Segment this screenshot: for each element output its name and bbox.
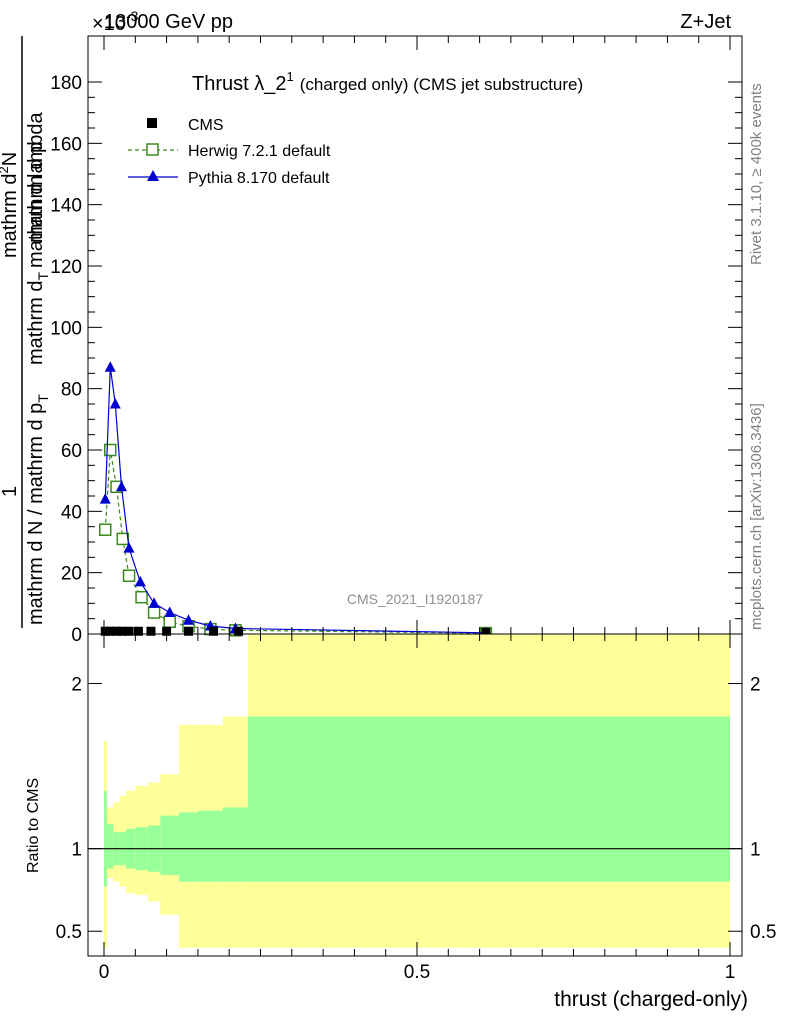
green-band-11: [247, 716, 731, 882]
xtick-label-1: 0.5: [404, 962, 430, 983]
pythia-point-0: [99, 493, 111, 504]
main-ytick-label-4: 80: [61, 380, 82, 401]
main-frame: [87, 35, 743, 635]
pythia-point-3: [116, 480, 128, 492]
main-series: [99, 361, 493, 640]
pythia-point-7: [164, 606, 176, 618]
herwig-point-4: [122, 569, 136, 582]
main-ytick-label-1: 20: [61, 564, 82, 585]
legend: CMS Herwig 7.2.1 default Pythia 8.170 de…: [128, 117, 331, 187]
cms-point-4: [124, 626, 134, 636]
main-ytick-label-2: 40: [61, 502, 82, 523]
cms-point-3: [118, 626, 128, 636]
cms-point-5: [133, 626, 143, 636]
pythia-line: [104, 367, 486, 634]
cms-point-1: [105, 626, 115, 636]
cms-point-9: [209, 626, 219, 636]
ylabel-numerator: 1: [0, 486, 21, 497]
herwig-point-6: [147, 606, 161, 619]
xtick-label-0: 0: [99, 962, 110, 983]
cms-point-8: [184, 626, 194, 636]
legend-label-cms: CMS: [188, 117, 224, 134]
main-ytick-label-9: 180: [50, 73, 82, 94]
main-ytick-label-8: 160: [50, 134, 82, 155]
legend-label-herwig: Herwig 7.2.1 default: [188, 143, 331, 160]
legend-label-pythia: Pythia 8.170 default: [188, 170, 330, 187]
legend-marker-pythia: [147, 170, 159, 181]
legend-marker-cms: [147, 118, 157, 128]
cms-point-2: [112, 626, 122, 636]
ratio-ylabel: Ratio to CMS: [25, 778, 42, 873]
cms-point-11: [481, 627, 491, 637]
exponent-label: ×10-3: [92, 8, 139, 35]
pythia-point-4: [123, 542, 135, 553]
ratio-ytick-label-left-1: 1: [71, 840, 82, 861]
pythia-point-8: [183, 614, 195, 625]
ratio-ytick-label-right-2: 2: [750, 675, 761, 696]
ylabel-second: mathrm dTmathrm d lambda: [25, 111, 51, 365]
cms-point-0: [100, 626, 110, 636]
main-ytick-label-5: 100: [50, 318, 82, 339]
pythia-point-2: [109, 398, 121, 409]
legend-item-pythia: Pythia 8.170 default: [128, 170, 330, 187]
chart-title: Thrust λ_21 (charged only) (CMS jet subst…: [192, 69, 583, 95]
main-ytick-label-3: 60: [61, 441, 82, 462]
main-y-ticks: 0 20 40 60 80 100 120 140 160 180: [50, 73, 742, 646]
ratio-panel: 0.5 0.51 12 2 0 0.5 1 Ratio to CMS thrust (ch…: [25, 36, 776, 1011]
green-band-1: [107, 823, 114, 869]
main-panel: 0 20 40 60 80 100 120 140 160 180 Thrust λ_21 (cha…: [0, 35, 743, 646]
ylabel-main: mathrm d N / mathrm d pT: [25, 394, 51, 625]
pythia-point-5: [134, 575, 146, 587]
process-label: Z+Jet: [680, 11, 731, 33]
ratio-bands: [104, 634, 731, 948]
main-ytick-label-6: 120: [50, 257, 82, 278]
xtick-label-2: 1: [725, 962, 736, 983]
x-axis-label: thrust (charged-only): [554, 988, 748, 1011]
legend-item-herwig: Herwig 7.2.1 default: [128, 143, 331, 160]
cms-point-6: [146, 626, 156, 636]
pythia-point-1: [104, 361, 116, 372]
main-ytick-label-0: 0: [71, 625, 82, 646]
ratio-frame: [87, 633, 743, 957]
ylabel-top: mathrm d2N: [0, 152, 21, 258]
herwig-point-7: [163, 615, 176, 628]
green-band-10: [222, 807, 248, 882]
main-ytick-label-7: 140: [50, 196, 82, 217]
cms-point-10: [234, 626, 244, 636]
herwig-point-1: [104, 443, 117, 457]
ratio-ytick-label-right-1: 1: [750, 840, 761, 861]
green-band-9: [197, 810, 223, 882]
beam-energy-label: 13000 GeV pp: [104, 11, 233, 33]
legend-marker-herwig: [146, 143, 159, 156]
green-band-7: [160, 815, 180, 876]
watermark-label: CMS_2021_I1920187: [347, 591, 483, 607]
herwig-point-5: [135, 590, 148, 604]
rivet-label: Rivet 3.1.10, ≥ 400k events: [748, 83, 765, 265]
ratio-x-ticks: 0 0.5 1: [99, 36, 736, 983]
green-band-8: [179, 812, 198, 882]
green-band-0: [104, 790, 108, 887]
pythia-point-6: [148, 597, 160, 608]
ratio-ytick-label-left-2: 2: [71, 675, 82, 696]
ylabel-top-overlay: mathrm d p: [25, 142, 47, 243]
ratio-y-ticks: 0.5 0.5 1 1 2 2: [56, 675, 777, 944]
ratio-ytick-label-right-0: 0.5: [750, 922, 776, 943]
herwig-point-3: [116, 532, 130, 546]
ratio-ytick-label-left-0: 0.5: [56, 922, 82, 943]
herwig-point-0: [99, 523, 112, 536]
mcplots-label: mcplots.cern.ch [arXiv:1306.3436]: [748, 403, 765, 630]
legend-item-cms: CMS: [147, 117, 224, 134]
